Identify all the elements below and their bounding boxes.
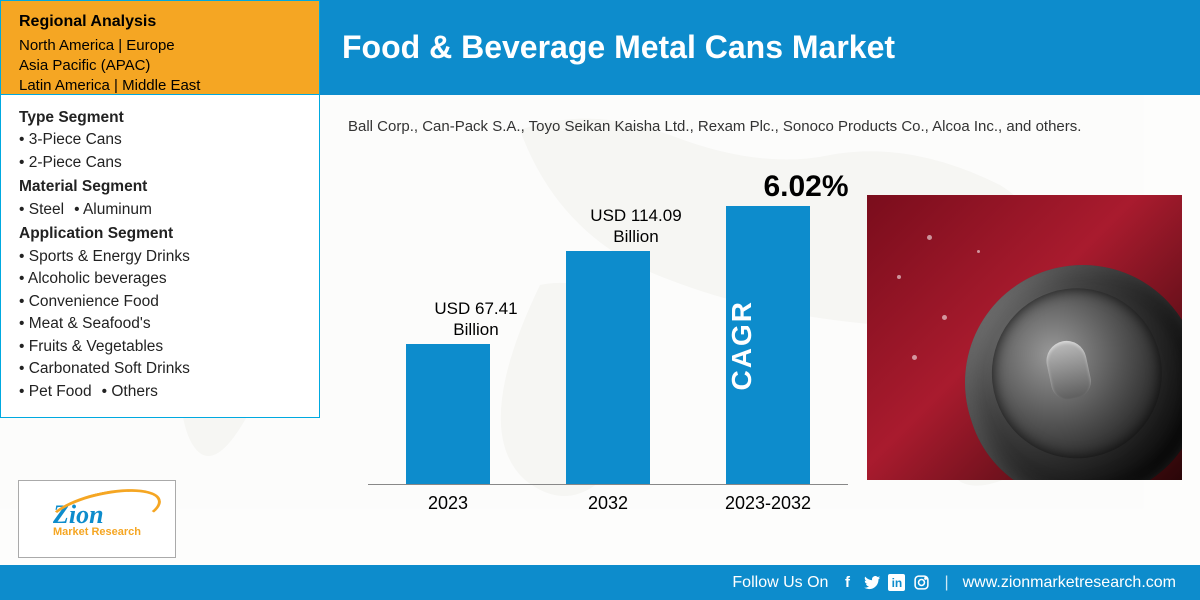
type-item: 2-Piece Cans: [19, 152, 301, 174]
logo-text: Zion Market Research: [53, 500, 141, 538]
bar-2032: USD 114.09 Billion: [528, 165, 688, 484]
application-item: Alcoholic beverages: [19, 268, 301, 290]
x-label: 2023: [368, 493, 528, 514]
instagram-icon[interactable]: [912, 574, 930, 592]
application-item: Pet Food: [19, 383, 92, 400]
application-item: Carbonated Soft Drinks: [19, 358, 301, 380]
website-url[interactable]: www.zionmarketresearch.com: [963, 574, 1176, 592]
metal-can-graphic: [934, 234, 1182, 480]
bar-2023: USD 67.41 Billion: [368, 165, 528, 484]
regional-title: Regional Analysis: [19, 11, 301, 33]
segments-panel: Type Segment 3-Piece Cans 2-Piece Cans M…: [0, 95, 320, 418]
linkedin-icon[interactable]: in: [888, 574, 905, 591]
social-icons: f in: [838, 574, 930, 592]
footer-divider: |: [944, 574, 948, 592]
bar-cagr: 6.02% CAGR: [688, 165, 848, 484]
header: Regional Analysis North America | Europe…: [0, 0, 1200, 95]
bar: USD 67.41 Billion: [406, 344, 490, 484]
application-item: Others: [102, 383, 158, 400]
application-segment-title: Application Segment: [19, 223, 301, 245]
main-title-band: Food & Beverage Metal Cans Market: [320, 0, 1200, 95]
x-label: 2032: [528, 493, 688, 514]
product-image-can: [867, 195, 1182, 480]
application-inline: Pet Food Others: [19, 381, 301, 403]
x-label: 2023-2032: [688, 493, 848, 514]
chart-x-axis: 2023 2032 2023-2032: [368, 493, 848, 514]
companies-list: Ball Corp., Can-Pack S.A., Toyo Seikan K…: [348, 118, 1180, 135]
application-item: Fruits & Vegetables: [19, 336, 301, 358]
main-title: Food & Beverage Metal Cans Market: [342, 29, 895, 66]
bar-value-label: USD 114.09 Billion: [566, 206, 706, 247]
application-item: Convenience Food: [19, 291, 301, 313]
footer-bar: Follow Us On f in | www.zionmarketresear…: [0, 565, 1200, 600]
facebook-icon[interactable]: f: [838, 574, 856, 592]
bar: 6.02% CAGR: [726, 206, 810, 484]
type-segment-title: Type Segment: [19, 107, 301, 129]
bar-value-label: USD 67.41 Billion: [406, 299, 546, 340]
cagr-label: CAGR: [726, 206, 758, 484]
type-item: 3-Piece Cans: [19, 129, 301, 151]
brand-logo: Zion Market Research: [18, 480, 176, 558]
follow-us-label: Follow Us On: [732, 574, 828, 592]
chart-bars: USD 67.41 Billion USD 114.09 Billion 6.0…: [368, 165, 848, 485]
application-item: Meat & Seafood's: [19, 313, 301, 335]
regional-analysis-box: Regional Analysis North America | Europe…: [0, 0, 320, 95]
bar: USD 114.09 Billion: [566, 251, 650, 484]
material-item: Steel: [19, 201, 64, 218]
application-item: Sports & Energy Drinks: [19, 246, 301, 268]
material-item: Aluminum: [74, 201, 152, 218]
market-bar-chart: USD 67.41 Billion USD 114.09 Billion 6.0…: [368, 165, 848, 535]
twitter-icon[interactable]: [863, 574, 881, 592]
infographic-root: Regional Analysis North America | Europe…: [0, 0, 1200, 600]
material-items: Steel Aluminum: [19, 199, 301, 221]
material-segment-title: Material Segment: [19, 176, 301, 198]
cagr-percentage: 6.02%: [726, 170, 886, 204]
